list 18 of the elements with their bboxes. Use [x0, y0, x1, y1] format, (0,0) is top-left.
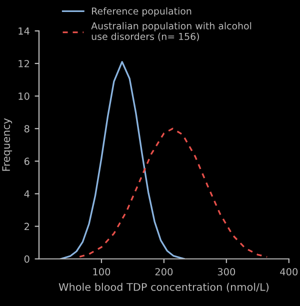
x-tick-label: 200	[155, 268, 173, 276]
y-tick-label: 6	[24, 158, 30, 166]
y-tick-label: 10	[18, 92, 30, 100]
x-tick-label: 100	[93, 268, 110, 276]
legend-label: Reference population	[92, 7, 192, 16]
legend-label: Australian population with alcohol use disorders (n= 156)	[91, 22, 252, 42]
y-tick-label: 4	[24, 190, 30, 198]
y-tick-label: 14	[18, 28, 30, 35]
line-series	[78, 128, 268, 258]
y-tick-label: 8	[24, 125, 30, 132]
y-tick-label: 2	[24, 222, 29, 230]
x-tick-label: 300	[218, 268, 236, 276]
line-series	[60, 61, 185, 259]
y-tick-label: 0	[24, 255, 30, 263]
x-tick-label: 400	[280, 268, 298, 276]
x-axis-title: Whole blood TDP concentration (nmol/L)	[58, 282, 269, 292]
y-axis-title: Frequency	[2, 118, 12, 171]
y-tick-label: 12	[18, 60, 29, 68]
